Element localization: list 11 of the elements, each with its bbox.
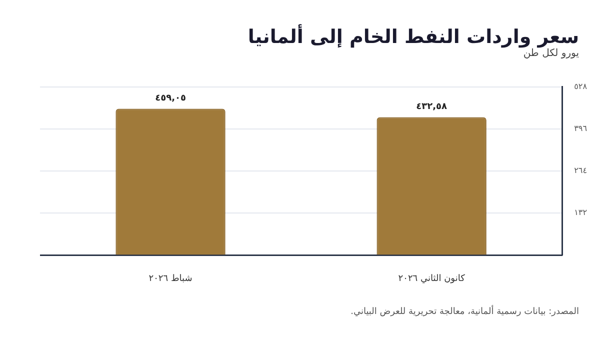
chart-subtitle: يورو لكل طن (523, 48, 579, 59)
data-label: ٤٥٩,٠٥ (155, 94, 186, 104)
x-tick-label: كانون الثاني ٢٠٢٦ (398, 274, 466, 284)
y-tick-label: ١٣٢ (574, 208, 587, 218)
x-tick-label: شباط ٢٠٢٦ (148, 274, 192, 284)
y-tick-label: ٣٩٦ (574, 124, 587, 133)
y-tick-label: ٥٢٨ (574, 82, 588, 91)
chart-title: سعر واردات النفط الخام إلى ألمانيا (248, 26, 579, 48)
text: المصدر: بيانات رسمية ألمانية، معالجة تحريرية للعرض البياني. (350, 307, 579, 317)
data-label: ٤٣٢,٥٨ (416, 102, 448, 112)
y-tick-label: ٢٦٤ (574, 166, 587, 176)
